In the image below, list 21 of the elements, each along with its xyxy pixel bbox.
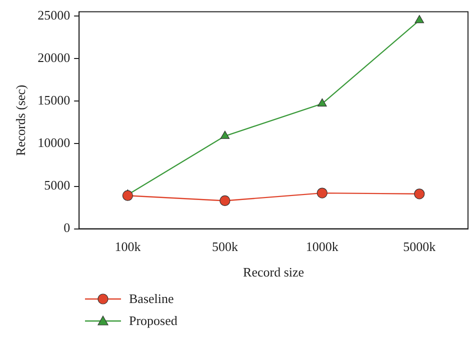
y-tick-label: 5000 (44, 178, 70, 193)
x-tick-label: 5000k (403, 239, 436, 254)
legend-label: Proposed (129, 313, 178, 329)
point (414, 15, 424, 24)
y-tick-label: 10000 (38, 135, 70, 150)
point (318, 98, 327, 107)
point (122, 190, 134, 201)
y-tick-label: 20000 (38, 50, 70, 66)
x-tick-label: 1000k (306, 239, 339, 254)
x-axis-title: Record size (243, 264, 304, 280)
point (414, 188, 425, 200)
x-tick-label: 100k (114, 239, 142, 254)
x-tick-label: 500k (212, 239, 238, 254)
legend-label: Baseline (129, 291, 174, 307)
point (316, 188, 328, 198)
y-tick-label: 25000 (38, 7, 70, 22)
point (220, 130, 230, 139)
y-axis-title: Records (sec) (13, 84, 28, 156)
y-tick-label: 0 (64, 220, 70, 236)
point (220, 195, 230, 206)
y-tick-label: 15000 (38, 92, 70, 108)
